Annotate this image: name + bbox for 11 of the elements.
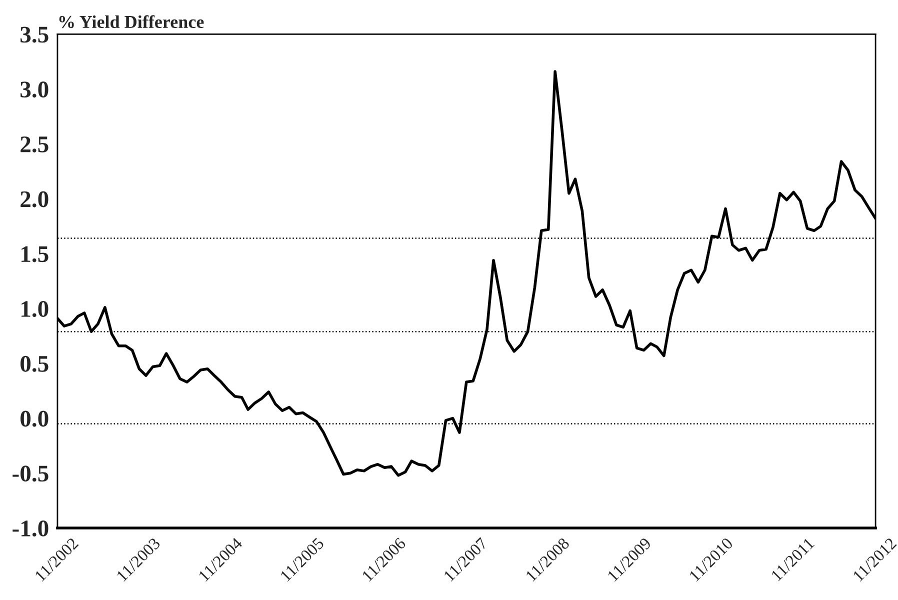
y-tick-label: 1.5 — [22, 246, 48, 262]
y-axis-title: % Yield Difference — [59, 15, 204, 28]
y-tick-label: 3.0 — [20, 82, 48, 98]
y-tick-label: 2.0 — [20, 191, 48, 208]
y-tick-label: -0.5 — [12, 466, 48, 482]
y-tick-label: 1.0 — [22, 301, 48, 318]
y-tick-label: 0.0 — [20, 410, 48, 427]
y-tick-label: 3.5 — [20, 26, 48, 43]
y-tick-label: -1.0 — [12, 520, 48, 537]
y-tick-label: 0.5 — [20, 356, 48, 372]
y-tick-label: 2.5 — [20, 136, 48, 152]
